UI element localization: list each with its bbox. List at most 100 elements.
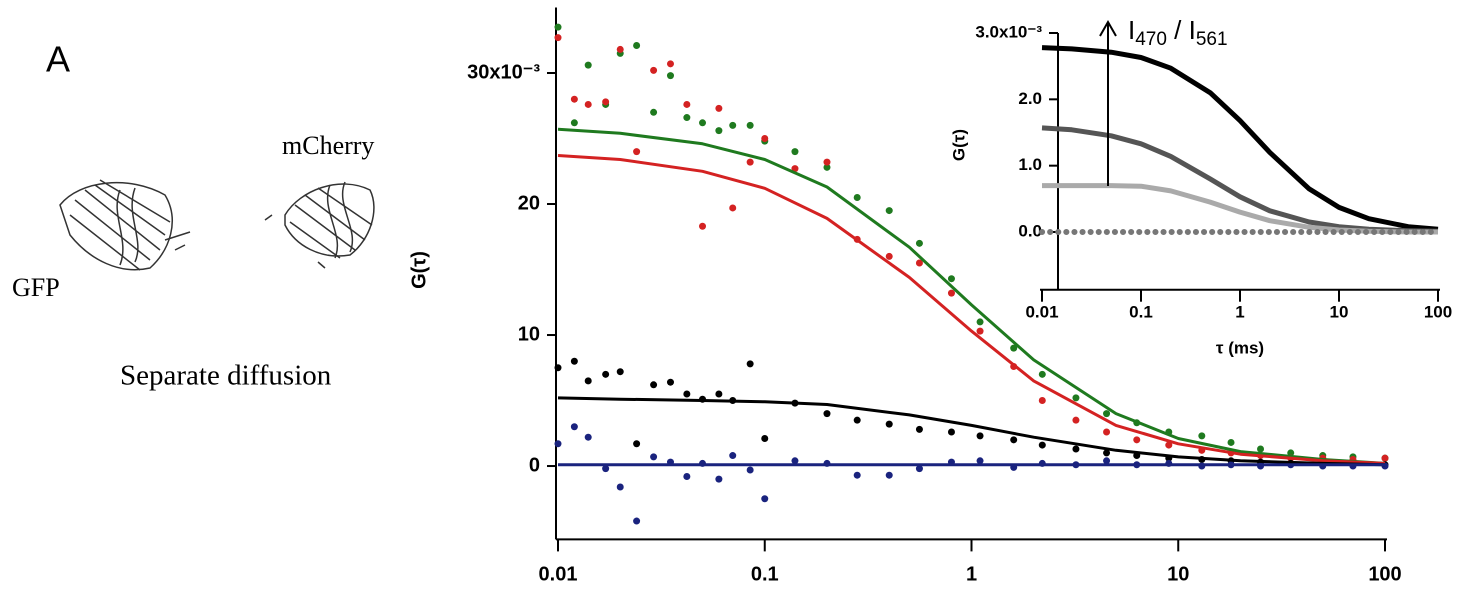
data-point	[699, 222, 707, 230]
y-tick-label: 0.0	[1018, 221, 1042, 240]
data-point	[1227, 438, 1235, 446]
data-point	[885, 471, 893, 479]
y-axis-label: G(τ)	[408, 251, 430, 289]
data-point	[715, 127, 723, 135]
gfp-label: GFP	[12, 273, 60, 302]
data-point	[853, 416, 861, 424]
x-tick-label: 100	[1424, 302, 1452, 321]
data-point	[1038, 397, 1046, 405]
data-point	[554, 440, 562, 448]
y-tick-label: 20	[518, 192, 540, 214]
data-point	[633, 517, 641, 525]
data-point	[554, 23, 562, 31]
data-point	[947, 275, 955, 283]
data-point	[761, 135, 769, 143]
data-point	[1103, 410, 1111, 418]
data-point	[947, 289, 955, 297]
x-tick-label: 0.01	[1025, 302, 1058, 321]
fit-curve	[557, 127, 1386, 465]
y-tick-label: 2.0	[1018, 89, 1042, 108]
mcherry-label: mCherry	[282, 131, 374, 160]
data-point	[853, 193, 861, 201]
data-point	[570, 95, 578, 103]
data-point	[683, 100, 691, 108]
data-point	[570, 423, 578, 431]
data-point	[915, 239, 923, 247]
data-point	[602, 98, 610, 106]
data-point	[915, 425, 923, 433]
data-point	[1287, 449, 1295, 457]
data-point	[791, 457, 799, 465]
fit-curve	[557, 154, 1386, 465]
data-point	[761, 495, 769, 503]
data-point	[715, 475, 723, 483]
data-point	[1381, 454, 1389, 462]
data-point	[761, 435, 769, 443]
y-tick-label: 0	[529, 454, 540, 476]
data-point	[823, 158, 831, 166]
x-tick-label: 10	[1167, 563, 1189, 585]
x-axis-label: τ (ms)	[1216, 338, 1264, 357]
x-tick-label: 100	[1368, 563, 1401, 585]
panel-label: A	[46, 39, 70, 80]
data-point	[746, 466, 754, 474]
data-point	[683, 390, 691, 398]
data-point	[650, 381, 658, 389]
data-point	[791, 165, 799, 173]
y-axis-label: G(τ)	[949, 129, 968, 161]
data-point	[584, 100, 592, 108]
annotation-part: I	[1128, 15, 1135, 45]
data-point	[823, 163, 831, 171]
data-point	[1072, 445, 1080, 453]
data-point	[976, 457, 984, 465]
data-point	[666, 60, 674, 68]
x-tick-label: 0.01	[539, 563, 578, 585]
data-point	[1038, 370, 1046, 378]
data-point	[1072, 416, 1080, 424]
data-point	[650, 66, 658, 74]
data-point	[683, 114, 691, 122]
data-point	[554, 34, 562, 42]
data-point	[602, 465, 610, 473]
data-point	[650, 453, 658, 461]
data-point	[1133, 436, 1141, 444]
data-point	[823, 410, 831, 418]
data-point	[554, 364, 562, 372]
data-point	[1257, 445, 1265, 453]
x-tick-label: 0.1	[751, 563, 779, 585]
data-point	[1165, 441, 1173, 449]
data-point	[666, 378, 674, 386]
data-point	[584, 61, 592, 69]
x-tick-label: 1	[1235, 302, 1244, 321]
annotation-arrowhead	[1099, 19, 1117, 37]
data-point	[791, 148, 799, 156]
data-point	[1103, 428, 1111, 436]
data-point	[947, 428, 955, 436]
data-point	[616, 368, 624, 376]
data-point	[1038, 441, 1046, 449]
data-point	[1072, 394, 1080, 402]
data-point	[715, 104, 723, 112]
fit-curve	[1041, 125, 1439, 234]
data-point	[746, 158, 754, 166]
data-point	[666, 72, 674, 80]
data-point	[683, 473, 691, 481]
data-point	[699, 119, 707, 127]
data-point	[885, 207, 893, 215]
data-point	[729, 452, 737, 460]
data-point	[1010, 344, 1018, 352]
y-tick-label: 30x10⁻³	[467, 61, 540, 83]
annotation-part: / I	[1167, 15, 1196, 45]
y-tick-label: 1.0	[1018, 155, 1042, 174]
fit-curve	[557, 396, 1386, 467]
x-tick-label: 0.1	[1129, 302, 1153, 321]
data-point	[650, 108, 658, 116]
data-point	[616, 483, 624, 491]
data-point	[570, 357, 578, 365]
data-point	[570, 119, 578, 127]
data-point	[633, 41, 641, 49]
annotation-part: 470	[1135, 29, 1167, 50]
fit-curve	[1042, 183, 1438, 235]
data-point	[584, 377, 592, 385]
